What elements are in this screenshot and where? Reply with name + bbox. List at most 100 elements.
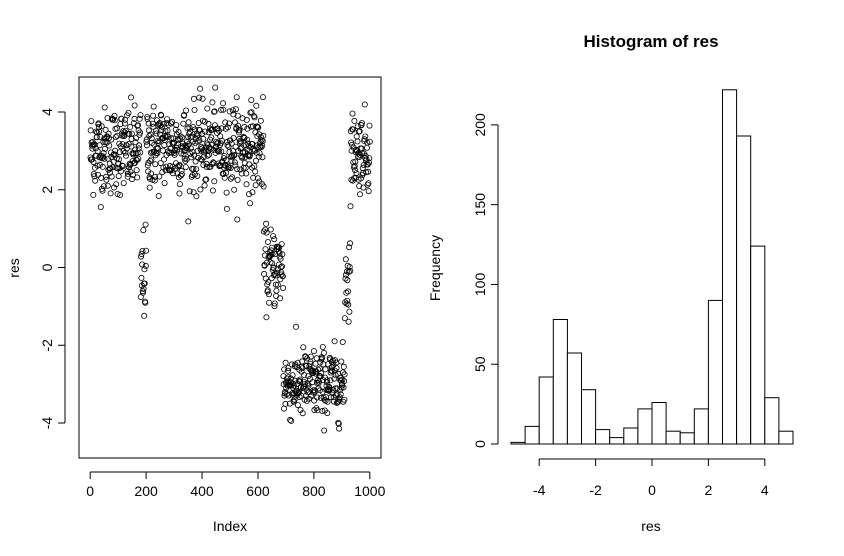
scatter-point <box>282 359 289 366</box>
scatter-point <box>255 124 262 131</box>
scatter-point <box>318 356 325 363</box>
scatter-point <box>88 118 95 125</box>
scatter-point <box>199 95 206 102</box>
scatter-point <box>341 371 348 378</box>
scatter-point <box>96 142 103 149</box>
scatter-point <box>153 130 160 137</box>
scatter-point <box>285 365 292 372</box>
scatter-point <box>336 425 343 432</box>
scatter-point <box>222 125 229 132</box>
scatter-point <box>247 200 254 207</box>
scatter-point <box>133 167 140 174</box>
scatter-point <box>164 133 171 140</box>
scatter-point <box>139 261 146 268</box>
scatter-point <box>341 396 348 403</box>
scatter-point <box>152 127 159 134</box>
scatter-point <box>362 133 369 140</box>
scatter-point <box>188 154 195 161</box>
scatter-point <box>254 133 261 140</box>
scatter-point <box>234 176 241 183</box>
scatter-point <box>271 300 278 307</box>
scatter-point <box>366 138 373 145</box>
scatter-point <box>147 131 154 138</box>
scatter-point <box>265 278 272 285</box>
scatter-point <box>161 142 168 149</box>
scatter-point <box>218 148 225 155</box>
histogram-x-axis: -4 -2 0 2 4 <box>533 458 769 498</box>
scatter-point <box>158 127 165 134</box>
scatter-point <box>278 241 285 248</box>
scatter-point <box>142 221 149 228</box>
scatter-point <box>351 167 358 174</box>
scatter-point <box>324 410 331 417</box>
scatter-point <box>173 122 180 129</box>
scatter-point <box>222 162 229 169</box>
scatter-point <box>211 108 218 115</box>
scatter-point <box>328 367 335 374</box>
scatter-point <box>363 144 370 151</box>
scatter-point <box>98 123 105 130</box>
scatter-point <box>116 149 123 156</box>
scatter-point <box>353 133 360 140</box>
histogram-bar <box>693 408 709 445</box>
scatter-point <box>104 133 111 140</box>
scatter-point <box>234 112 241 119</box>
scatter-point <box>104 182 111 189</box>
scatter-point <box>114 125 121 132</box>
scatter-point <box>227 175 234 182</box>
histogram-bar <box>736 135 752 445</box>
scatter-point <box>200 161 207 168</box>
scatter-point <box>252 157 259 164</box>
scatter-point <box>244 125 251 132</box>
scatter-point <box>106 142 113 149</box>
scatter-point <box>206 125 213 132</box>
scatter-point <box>102 145 109 152</box>
scatter-point <box>233 94 240 101</box>
scatter-point <box>336 394 343 401</box>
scatter-point <box>341 378 348 385</box>
scatter-point <box>193 166 200 173</box>
scatter-point <box>296 393 303 400</box>
scatter-point <box>220 106 227 113</box>
scatter-point <box>128 130 135 137</box>
scatter-point <box>294 359 301 366</box>
scatter-point <box>327 394 334 401</box>
scatter-point <box>157 160 164 167</box>
histogram-bar <box>665 430 681 445</box>
histogram-bar <box>750 245 766 445</box>
scatter-point <box>162 167 169 174</box>
histogram-y-axis-label: Frequency <box>427 235 443 301</box>
scatter-point <box>159 147 166 154</box>
scatter-point <box>161 180 168 187</box>
scatter-point <box>164 116 171 123</box>
scatter-point <box>351 162 358 169</box>
scatter-point <box>321 427 328 434</box>
scatter-point <box>231 152 238 159</box>
scatter-point <box>339 376 346 383</box>
scatter-point <box>265 291 272 298</box>
scatter-point <box>101 104 108 111</box>
scatter-point <box>138 253 145 260</box>
scatter-point <box>319 343 326 350</box>
scatter-point <box>203 176 210 183</box>
scatter-point <box>202 176 209 183</box>
scatter-point <box>136 142 143 149</box>
scatter-point <box>230 111 237 118</box>
histogram-bars <box>510 89 794 445</box>
scatter-point <box>335 419 342 426</box>
scatter-point <box>136 115 143 122</box>
scatter-point <box>195 154 202 161</box>
scatter-point <box>149 120 156 127</box>
scatter-point <box>196 137 203 144</box>
scatter-point <box>111 117 118 124</box>
scatter-panel: 0 200 400 600 800 1000 -4 -2 0 2 4 Index res <box>6 76 386 534</box>
scatter-point <box>142 262 149 269</box>
scatter-point <box>354 123 361 130</box>
scatter-point <box>193 193 200 200</box>
scatter-point <box>224 124 231 131</box>
scatter-point <box>252 182 259 189</box>
histogram-y-tick-label: 100 <box>472 273 488 297</box>
scatter-point <box>251 114 258 121</box>
scatter-point <box>242 164 249 171</box>
scatter-point <box>249 189 256 196</box>
